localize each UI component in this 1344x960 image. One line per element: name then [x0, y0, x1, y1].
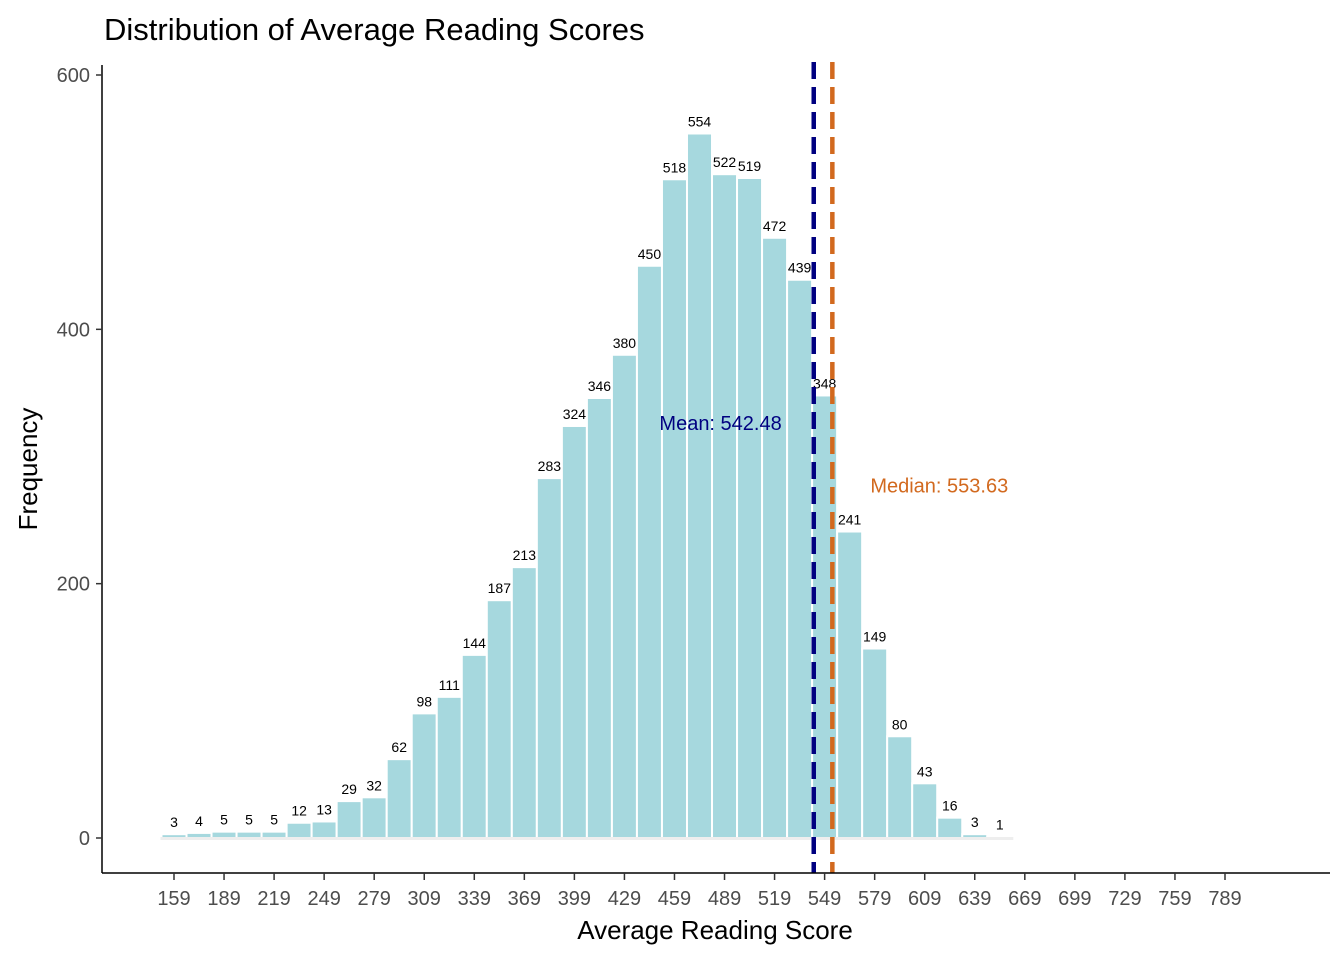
histogram-bar	[886, 735, 914, 839]
bar-count-label: 29	[341, 781, 357, 797]
histogram-bar	[610, 353, 638, 839]
x-tick-label: 579	[858, 888, 891, 910]
histogram-bar	[585, 397, 613, 839]
bar-count-label: 3	[170, 814, 178, 830]
histogram-bar	[335, 800, 363, 839]
histogram-bar	[660, 178, 688, 839]
bar-count-label: 149	[863, 629, 887, 645]
histogram-bar	[485, 599, 513, 839]
x-tick-label: 249	[307, 888, 340, 910]
histogram-bar	[510, 566, 538, 839]
histogram-bar	[535, 477, 563, 839]
histogram-bar	[460, 653, 488, 839]
bar-count-label: 554	[688, 113, 712, 129]
bar-count-label: 283	[538, 458, 562, 474]
histogram-bar	[836, 530, 864, 839]
bar-count-label: 5	[245, 812, 253, 828]
bar-count-label: 43	[917, 763, 933, 779]
histogram-bar	[685, 132, 714, 840]
bar-count-label: 1	[996, 817, 1004, 833]
x-tick-label: 339	[458, 888, 491, 910]
bar-count-label: 5	[220, 812, 228, 828]
x-tick-label: 759	[1158, 888, 1191, 910]
x-tick-label: 549	[808, 888, 841, 910]
chart-title: Distribution of Average Reading Scores	[104, 12, 645, 47]
x-axis-title: Average Reading Score	[577, 915, 853, 945]
histogram-bar	[786, 278, 814, 839]
bar-count-label: 213	[513, 547, 537, 563]
bar-count-label: 522	[713, 154, 737, 170]
bar-count-label: 519	[738, 158, 762, 174]
histogram-bar	[435, 695, 463, 839]
histogram-bar	[410, 712, 438, 839]
bar-count-label: 518	[663, 159, 687, 175]
bars-group	[160, 132, 1014, 840]
bar-count-label: 32	[366, 777, 382, 793]
histogram-bar	[560, 424, 588, 839]
bar-count-label: 13	[316, 801, 332, 817]
bar-count-label: 380	[613, 335, 637, 351]
histogram-bar	[936, 816, 964, 839]
histogram-bar	[360, 796, 388, 839]
histogram-bar	[285, 821, 313, 839]
x-tick-label: 399	[558, 888, 591, 910]
bar-count-label: 324	[563, 406, 587, 422]
median-label: Median: 553.63	[870, 475, 1008, 497]
bar-count-label: 346	[588, 378, 612, 394]
x-tick-label: 519	[758, 888, 791, 910]
x-tick-label: 159	[157, 888, 190, 910]
x-tick-label: 279	[358, 888, 391, 910]
bar-count-label: 472	[763, 218, 787, 234]
x-tick-label: 429	[608, 888, 641, 910]
histogram-bar	[861, 647, 889, 839]
x-tick-label: 699	[1058, 888, 1091, 910]
y-axis-title: Frequency	[13, 408, 43, 531]
bar-count-label: 450	[638, 246, 662, 262]
y-tick-label: 400	[57, 319, 90, 341]
x-tick-label: 309	[408, 888, 441, 910]
x-tick-label: 639	[958, 888, 991, 910]
y-tick-label: 200	[57, 574, 90, 596]
bar-count-label: 187	[488, 580, 512, 596]
histogram-bar	[385, 758, 413, 840]
x-tick-label: 789	[1208, 888, 1241, 910]
x-tick-label: 489	[708, 888, 741, 910]
bar-count-label: 80	[892, 716, 908, 732]
x-tick-label: 369	[508, 888, 541, 910]
histogram-bar	[761, 236, 789, 840]
x-tick-label: 459	[658, 888, 691, 910]
bar-count-label: 62	[391, 739, 407, 755]
histogram-bar	[736, 177, 764, 839]
x-tick-label: 609	[908, 888, 941, 910]
y-axis-ticks: 0 200 400 600	[57, 65, 102, 850]
bar-count-label: 144	[463, 635, 487, 651]
bar-count-label: 4	[195, 813, 203, 829]
x-tick-label: 729	[1108, 888, 1141, 910]
histogram-bar	[635, 264, 663, 839]
bar-count-label: 241	[838, 512, 862, 528]
x-tick-label: 669	[1008, 888, 1041, 910]
mean-label: Mean: 542.48	[659, 413, 781, 435]
histogram-bar	[911, 782, 939, 840]
bar-count-label: 111	[439, 677, 460, 693]
bar-count-label: 16	[942, 798, 958, 814]
bar-count-label: 98	[416, 693, 432, 709]
histogram-bar	[310, 820, 338, 839]
x-axis-ticks: 159 189 219 249 279 309 339 369 399 429 459 489 519 5…	[157, 873, 1242, 910]
histogram-bar	[711, 173, 739, 839]
x-tick-label: 219	[257, 888, 290, 910]
bar-count-label: 5	[270, 812, 278, 828]
bar-count-label: 3	[971, 814, 979, 830]
x-tick-label: 189	[207, 888, 240, 910]
bar-count-label: 439	[788, 260, 812, 276]
y-tick-label: 0	[79, 828, 90, 850]
reference-lines-group: Mean: 542.48 Median: 553.63	[659, 62, 1008, 873]
bar-count-label: 12	[291, 803, 307, 819]
zero-baseline	[160, 837, 1014, 840]
y-tick-label: 600	[57, 65, 90, 87]
